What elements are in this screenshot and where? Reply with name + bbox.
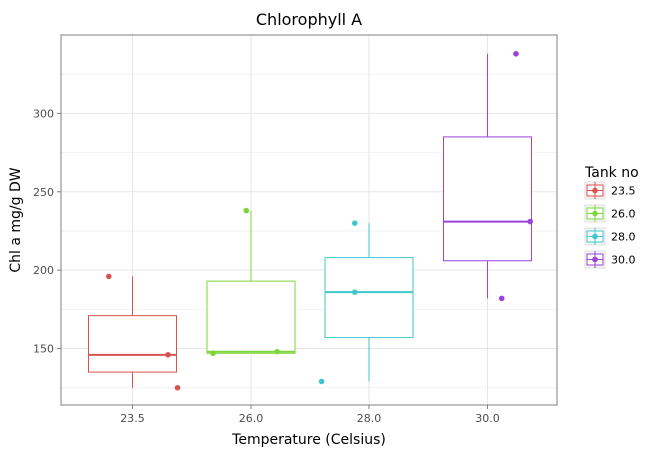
data-point (527, 218, 533, 225)
x-tick-label: 26.0 (239, 412, 264, 425)
data-point (274, 348, 280, 355)
legend-key-point (592, 233, 598, 240)
x-tick-label: 30.0 (475, 412, 500, 425)
legend-label: 23.5 (611, 185, 636, 198)
legend-label: 28.0 (611, 231, 636, 244)
x-tick-label: 28.0 (357, 412, 382, 425)
legend-key (584, 204, 606, 223)
y-tick-label: 300 (33, 107, 54, 120)
plot-border (60, 34, 558, 406)
box-rect (88, 315, 177, 373)
data-point (174, 384, 181, 391)
y-axis-title: Chl a mg/g DW (8, 167, 24, 272)
x-tick-label: 23.5 (120, 412, 145, 425)
boxes-group (88, 53, 532, 388)
y-tick-label: 200 (33, 264, 54, 277)
legend: 23.5 26.0 28.0 30.0 (584, 181, 636, 269)
y-tick-label: 250 (33, 186, 54, 199)
legend-key (584, 250, 606, 269)
box-rect (206, 280, 296, 354)
box-rect (324, 257, 414, 339)
legend-key (584, 181, 606, 200)
data-point (351, 289, 358, 295)
y-ticks: 150 200 250 300 (33, 107, 61, 356)
legend-key-point (592, 256, 598, 263)
data-point (351, 220, 358, 226)
x-axis-title: Temperature (Celsius) (231, 432, 386, 448)
y-tick-label: 150 (33, 343, 54, 356)
points-group (106, 51, 533, 391)
legend-title: Tank no (584, 165, 639, 181)
data-point (210, 350, 216, 357)
legend-key (584, 227, 606, 246)
data-point (165, 352, 171, 358)
data-point (243, 207, 250, 214)
data-point (498, 295, 505, 302)
chart-title: Chlorophyll A (256, 10, 362, 29)
data-point (318, 378, 325, 385)
legend-label: 26.0 (611, 208, 636, 221)
data-point (106, 273, 112, 280)
legend-key-point (592, 210, 598, 217)
legend-label: 30.0 (611, 254, 636, 267)
data-point (513, 51, 519, 57)
x-ticks: 23.5 26.0 28.0 30.0 (120, 405, 500, 425)
legend-key-point (592, 187, 598, 194)
box-rect (443, 136, 532, 262)
